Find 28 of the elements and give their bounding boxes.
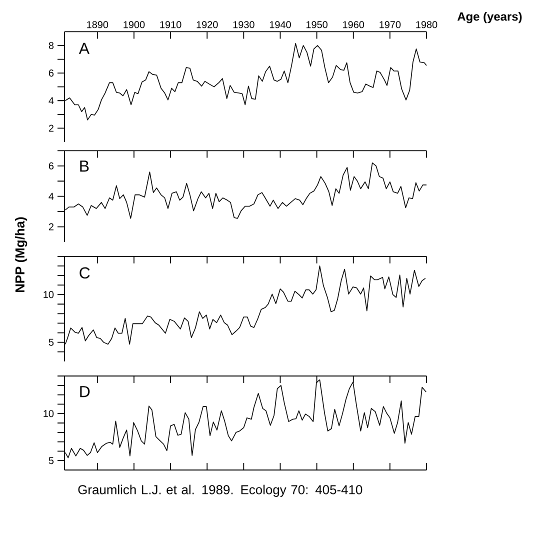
x-tick-label: 1970 <box>380 21 401 28</box>
y-axis-title: NPP (Mg/ha) <box>14 217 28 292</box>
text: C <box>80 267 90 279</box>
y-tick-label: 2 <box>48 124 54 132</box>
text: Graumlich L.J. et al. 1989. Ecology 70: 405-410 <box>78 484 362 497</box>
y-tick-label: 6 <box>48 70 54 77</box>
x-tick-label: 1900 <box>124 21 145 28</box>
x-tick-label: 1890 <box>87 21 108 28</box>
chart-title: D <box>80 386 90 398</box>
x-tick-label: 1930 <box>233 21 254 28</box>
y-tick-label: 4 <box>48 192 54 200</box>
y-tick-label: 5 <box>48 338 54 346</box>
text: A <box>78 42 90 54</box>
y-tick-label: 2 <box>48 223 54 230</box>
y-tick-label: 4 <box>48 97 54 104</box>
y-tick-label: 10 <box>44 410 54 418</box>
y-tick-label: 5 <box>48 457 54 464</box>
y-tick-label: 6 <box>48 162 54 170</box>
chart-title: B <box>80 160 89 172</box>
x-tick-label: 1910 <box>160 21 182 28</box>
x-tick-label: 1940 <box>270 21 291 28</box>
x-tick-label: 1920 <box>196 21 218 28</box>
y-tick-label: 10 <box>44 291 54 298</box>
x-tick-label: 1980 <box>416 21 438 28</box>
y-tick-label: 8 <box>48 42 54 50</box>
x-tick-label: 1950 <box>306 21 328 28</box>
x-tick-label: 1960 <box>343 21 364 28</box>
x-axis-title: Age (years) <box>457 12 522 24</box>
